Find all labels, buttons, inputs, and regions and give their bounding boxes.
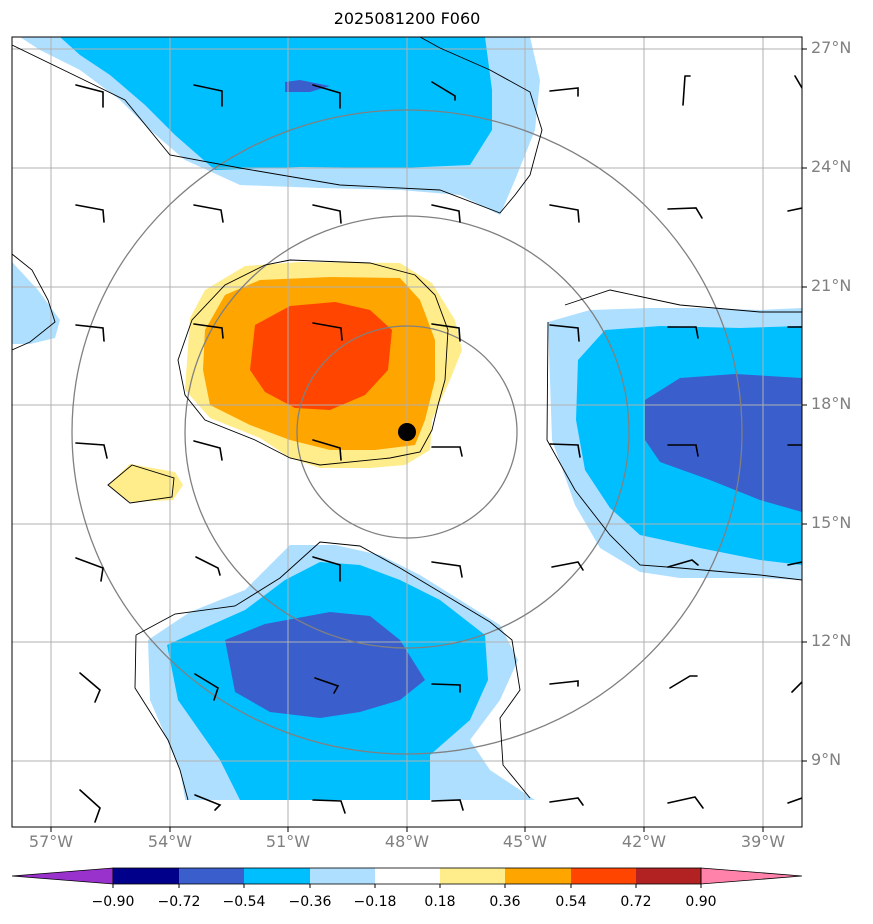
lon-label-45w: 45°W xyxy=(502,832,548,851)
colorbar-tick-label: 0.72 xyxy=(620,894,652,910)
colorbar-extend-high xyxy=(700,867,803,885)
lon-label-39w: 39°W xyxy=(740,832,786,851)
colorbar-segment xyxy=(244,868,310,884)
lat-label-9n: 9°N xyxy=(811,750,842,769)
colorbar-segment xyxy=(571,868,636,884)
colorbar-segment xyxy=(179,868,244,884)
range-rings xyxy=(71,109,743,755)
colorbar xyxy=(11,867,803,888)
colorbar-tick-label: −0.54 xyxy=(222,894,266,910)
colorbar-segment xyxy=(440,868,505,884)
colorbar-tick-label: −0.72 xyxy=(157,894,201,910)
colorbar-segment xyxy=(375,868,440,884)
storm-center-marker xyxy=(398,423,416,441)
wind-barbs xyxy=(75,75,802,823)
lon-tick-marks xyxy=(50,827,764,832)
lat-label-21n: 21°N xyxy=(811,276,852,295)
contour-lines xyxy=(12,37,802,801)
lon-label-54w: 54°W xyxy=(147,832,193,851)
colorbar-tick-label: −0.36 xyxy=(288,894,332,910)
lon-label-57w: 57°W xyxy=(28,832,74,851)
lat-label-18n: 18°N xyxy=(811,394,852,413)
lat-label-27n: 27°N xyxy=(811,38,852,57)
lat-label-15n: 15°N xyxy=(811,513,852,532)
colorbar-tick-label: 0.18 xyxy=(424,894,456,910)
lat-tick-marks xyxy=(802,48,807,762)
colorbar-tick-label: 0.90 xyxy=(685,894,717,910)
graticule xyxy=(12,37,802,827)
colorbar-tick-label: −0.90 xyxy=(91,894,135,910)
lon-label-51w: 51°W xyxy=(265,832,311,851)
colorbar-tick-label: 0.36 xyxy=(489,894,521,910)
colorbar-segment xyxy=(636,868,701,884)
lat-label-12n: 12°N xyxy=(811,631,852,650)
colorbar-tick-label: −0.18 xyxy=(353,894,397,910)
map-title: 2025081200 F060 xyxy=(333,9,481,28)
colorbar-tick-label: 0.54 xyxy=(555,894,587,910)
lat-label-24n: 24°N xyxy=(811,157,852,176)
lon-label-48w: 48°W xyxy=(384,832,430,851)
shaded-field xyxy=(12,37,802,827)
lon-label-42w: 42°W xyxy=(621,832,667,851)
colorbar-segment xyxy=(505,868,571,884)
colorbar-segment xyxy=(310,868,375,884)
colorbar-extend-low xyxy=(11,867,114,885)
colorbar-segment xyxy=(113,868,179,884)
